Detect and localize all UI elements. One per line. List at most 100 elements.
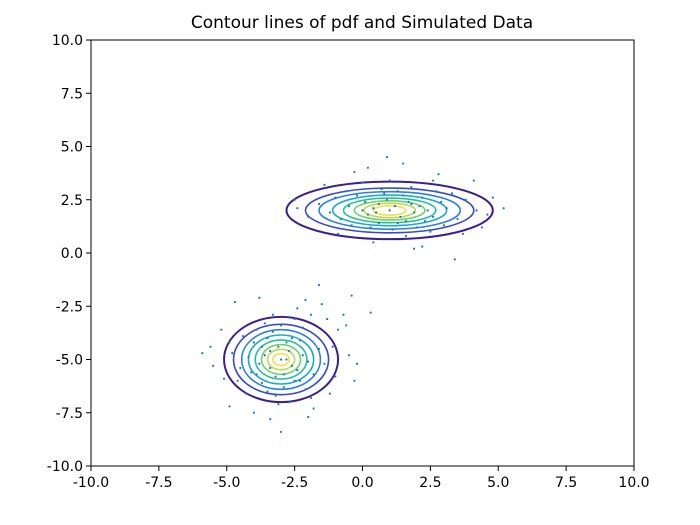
data-point <box>250 371 253 374</box>
data-point <box>396 222 399 225</box>
data-point <box>369 311 372 314</box>
data-point <box>212 364 215 367</box>
data-point <box>412 211 416 214</box>
data-point <box>307 360 310 363</box>
data-point <box>304 388 307 391</box>
data-point <box>402 194 405 197</box>
data-point <box>423 219 427 223</box>
data-point <box>290 337 294 340</box>
contour-line-0-4 <box>342 197 437 224</box>
data-point <box>461 232 465 235</box>
data-point <box>345 324 348 327</box>
data-point <box>247 356 250 359</box>
data-point <box>307 415 310 419</box>
data-point <box>486 213 489 216</box>
data-point <box>274 394 277 397</box>
data-point <box>407 200 410 203</box>
data-point <box>412 247 416 250</box>
data-point <box>277 345 280 348</box>
data-point <box>442 224 446 227</box>
data-point <box>339 217 342 221</box>
contour-line-1-0 <box>223 315 340 404</box>
data-point <box>361 181 364 184</box>
data-point <box>456 217 459 221</box>
data-point <box>502 207 505 210</box>
data-point <box>336 232 340 235</box>
data-point <box>418 205 421 208</box>
data-point <box>364 200 367 203</box>
data-point <box>353 379 356 382</box>
data-point <box>472 179 475 182</box>
contour-line-1-5 <box>260 343 302 376</box>
data-point <box>345 190 348 193</box>
data-point <box>228 405 231 408</box>
data-point <box>307 215 310 218</box>
data-point <box>266 337 269 340</box>
data-point <box>355 194 359 197</box>
data-point <box>380 188 383 191</box>
data-point <box>372 241 375 244</box>
contour-lines <box>223 180 494 404</box>
data-point <box>298 379 302 382</box>
data-point <box>404 234 408 238</box>
contour-line-1-6 <box>266 348 296 371</box>
contour-line-0-1 <box>304 187 475 234</box>
data-point <box>334 375 337 378</box>
data-point <box>377 202 380 206</box>
data-point <box>323 362 326 365</box>
data-point <box>396 190 399 193</box>
data-point <box>431 179 435 182</box>
data-point <box>374 211 378 214</box>
contour-line-0-6 <box>363 202 417 219</box>
data-point <box>450 192 454 195</box>
data-point <box>336 328 340 331</box>
contour-line-0-2 <box>318 190 462 230</box>
data-point <box>445 207 448 210</box>
y-tick-label: 2.5 <box>61 193 83 209</box>
data-point <box>317 202 321 206</box>
data-point <box>269 349 272 353</box>
data-point <box>282 373 285 376</box>
data-point <box>366 166 370 169</box>
data-point <box>279 430 283 434</box>
data-point <box>410 185 413 189</box>
data-point <box>241 334 245 338</box>
data-point <box>236 379 239 382</box>
data-point <box>285 341 288 344</box>
y-tick-label: 7.5 <box>61 86 83 102</box>
data-point <box>331 345 334 348</box>
data-point <box>228 341 231 344</box>
data-point <box>388 209 391 212</box>
data-point <box>301 326 304 329</box>
data-point <box>269 366 272 370</box>
data-point <box>258 296 261 299</box>
contour-line-0-5 <box>353 200 426 221</box>
data-point <box>342 313 345 316</box>
data-point <box>326 317 329 321</box>
data-point <box>320 303 323 306</box>
data-point <box>434 190 437 193</box>
data-point <box>421 196 424 199</box>
contour-line-0-7 <box>372 204 407 216</box>
data-point <box>296 307 299 310</box>
data-point <box>258 362 261 365</box>
data-point <box>201 352 204 355</box>
data-point <box>233 300 236 304</box>
x-tick-label: -10.0 <box>73 475 109 491</box>
data-point <box>298 339 302 342</box>
data-point <box>315 381 318 385</box>
data-point <box>353 170 356 174</box>
data-point <box>290 364 294 367</box>
data-point <box>385 156 389 159</box>
data-point <box>347 354 351 357</box>
data-point <box>312 407 315 410</box>
data-point <box>317 347 321 350</box>
data-point <box>426 209 429 212</box>
plot-frame <box>90 39 635 467</box>
data-point <box>260 381 264 385</box>
data-point <box>402 162 405 165</box>
data-point <box>415 226 418 229</box>
y-tick-label: 5.0 <box>61 140 83 156</box>
